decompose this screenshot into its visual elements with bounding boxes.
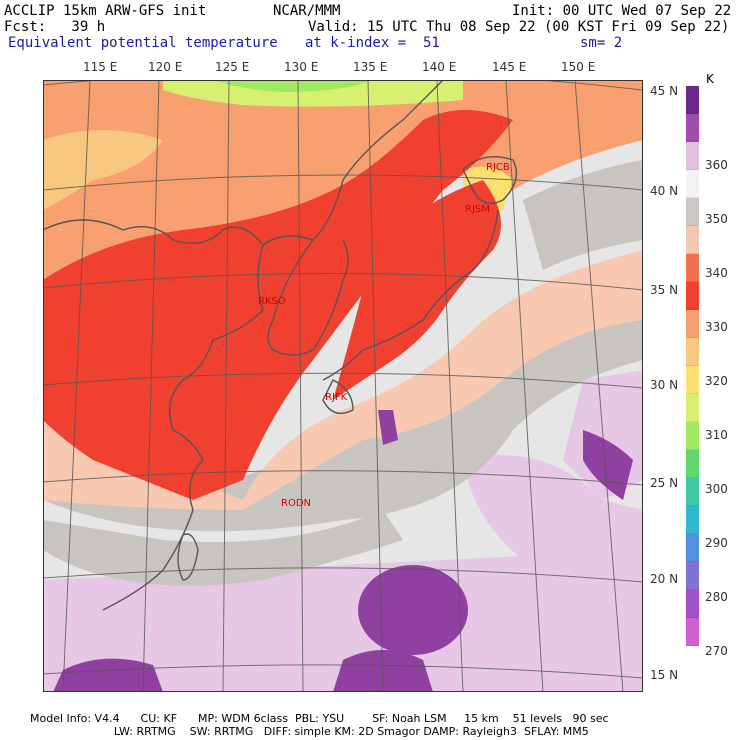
colorbar-segment	[686, 422, 699, 450]
colorbar-tick: 360	[705, 158, 728, 172]
colorbar-tick: 300	[705, 482, 728, 496]
org-label: NCAR/MMM	[273, 3, 341, 19]
graticule	[43, 80, 643, 692]
station-label: RJCB	[486, 162, 510, 173]
field-370-blob	[358, 565, 468, 655]
lon-label: 120 E	[148, 60, 183, 74]
lat-label: 45 N	[650, 84, 679, 98]
colorbar-segment	[686, 506, 699, 534]
model-info-line1: Model Info: V4.4 CU: KF MP: WDM 6class P…	[30, 712, 609, 725]
colorbar-segment	[686, 562, 699, 590]
field-350-south	[43, 510, 403, 586]
map-svg	[43, 80, 643, 692]
colorbar-segment	[686, 310, 699, 338]
colorbar-tick: 320	[705, 374, 728, 388]
model-info-line2: LW: RRTMG SW: RRTMG DIFF: simple KM: 2D …	[30, 725, 589, 738]
station-label: RKSO	[258, 296, 286, 307]
field-360-mid	[463, 455, 643, 560]
lon-label: 140 E	[422, 60, 457, 74]
colorbar-segment	[686, 282, 699, 310]
colorbar-segment	[686, 394, 699, 422]
field-300	[163, 80, 463, 107]
field-320	[43, 80, 643, 340]
map-frame	[43, 80, 643, 692]
station-label: RJSM	[465, 204, 490, 215]
field-340	[43, 250, 643, 510]
field-name: Equivalent potential temperature	[8, 35, 278, 51]
colorbar-segment	[686, 86, 699, 114]
field-295	[213, 80, 373, 92]
colorbar-tick: 330	[705, 320, 728, 334]
colorbar-segment	[686, 170, 699, 198]
colorbar-tick: 270	[705, 644, 728, 658]
colorbar-unit: K	[706, 72, 714, 86]
colorbar-segment	[686, 450, 699, 478]
colorbar-segment	[686, 338, 699, 366]
colorbar-segment	[686, 534, 699, 562]
colorbar-segment	[686, 618, 699, 646]
station-label: RJFK	[325, 392, 348, 403]
colorbar	[686, 86, 699, 646]
colorbar-tick: 340	[705, 266, 728, 280]
lon-label: 135 E	[353, 60, 388, 74]
lat-label: 40 N	[650, 184, 679, 198]
colorbar-segment	[686, 254, 699, 282]
colorbar-segment	[686, 478, 699, 506]
colorbar-tick: 280	[705, 590, 728, 604]
theta-e-map: RJCB RJSM RKSO RJFK RODN	[43, 80, 643, 692]
lat-label: 35 N	[650, 283, 679, 297]
colorbar-segment	[686, 142, 699, 170]
colorbar-segment	[686, 114, 699, 142]
lon-label: 125 E	[215, 60, 250, 74]
lat-label: 25 N	[650, 476, 679, 490]
colorbar-tick: 310	[705, 428, 728, 442]
lat-label: 20 N	[650, 572, 679, 586]
level-label: at k-index = 51	[305, 35, 440, 51]
field-315	[43, 130, 163, 210]
coastlines	[43, 80, 517, 611]
lon-label: 145 E	[492, 60, 527, 74]
lon-label: 115 E	[83, 60, 118, 74]
colorbar-segment	[686, 198, 699, 226]
lon-label: 150 E	[561, 60, 596, 74]
lat-label: 15 N	[650, 668, 679, 682]
model-title: ACCLIP 15km ARW-GFS init	[4, 3, 207, 19]
forecast-hour: Fcst: 39 h	[4, 19, 106, 35]
colorbar-tick: 350	[705, 212, 728, 226]
field-370-sw	[53, 658, 163, 692]
valid-time: Valid: 15 UTC Thu 08 Sep 22 (00 KST Fri …	[308, 19, 730, 35]
init-time: Init: 00 UTC Wed 07 Sep 22	[512, 3, 732, 19]
smoothing-label: sm= 2	[580, 35, 623, 51]
colorbar-segment	[686, 226, 699, 254]
lon-label: 130 E	[284, 60, 319, 74]
field-370-east	[583, 430, 633, 500]
colorbar-segment	[686, 590, 699, 618]
field-370-spot	[378, 410, 398, 445]
colorbar-tick: 290	[705, 536, 728, 550]
lat-label: 30 N	[650, 378, 679, 392]
colorbar-segment	[686, 366, 699, 394]
field-370-south	[333, 650, 433, 692]
station-label: RODN	[281, 498, 311, 509]
